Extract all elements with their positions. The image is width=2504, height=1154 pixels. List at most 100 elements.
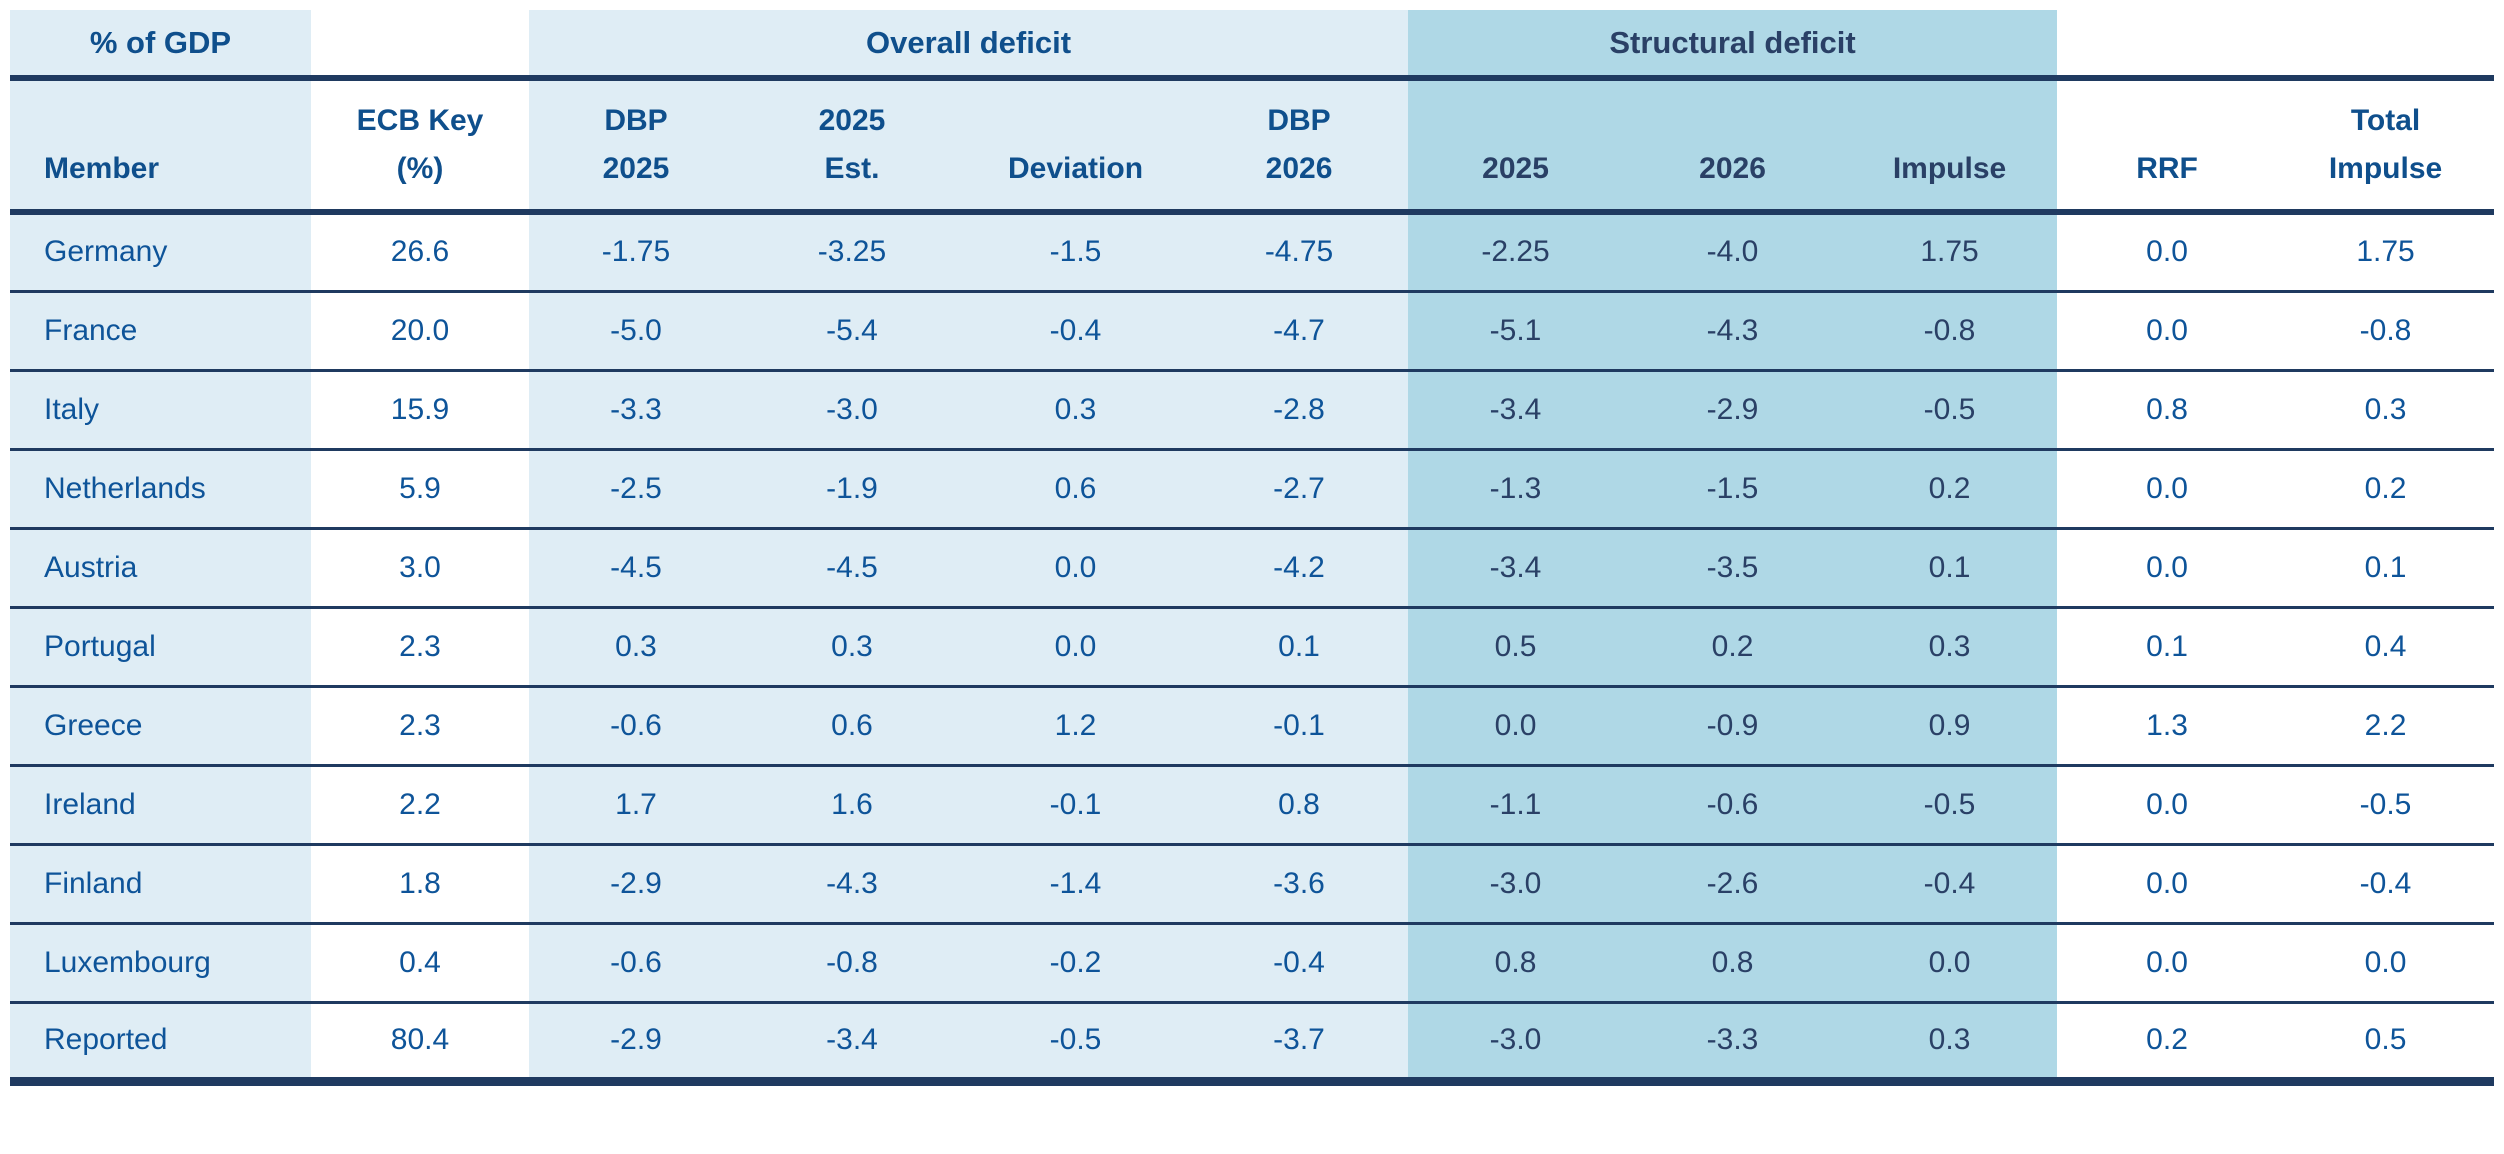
table-body: Germany 26.6 -1.75 -3.25 -1.5 -4.75 -2.25 -4.0 1… <box>10 212 2495 1086</box>
column-header-row: Member ECB Key (%) DBP 2025 2025 Est. Deviation… <box>10 78 2495 215</box>
table-row-reported: Reported 80.4 -2.9 -3.4 -0.5 -3.7 -3.0 -3.3 0.3 0… <box>10 1002 2495 1086</box>
value-cell: 0.5 <box>2277 1002 2495 1086</box>
value-cell: -2.6 <box>1623 844 1843 925</box>
value-cell: -2.25 <box>1408 212 1624 293</box>
value-cell: -1.4 <box>961 844 1190 925</box>
value-cell: 0.2 <box>2057 1002 2278 1086</box>
value-cell: -0.8 <box>2277 291 2495 372</box>
column-header-2025-est: 2025 Est. <box>743 78 961 215</box>
value-cell: 1.7 <box>529 765 743 846</box>
value-cell: -3.5 <box>1623 528 1843 609</box>
value-cell: -5.0 <box>529 291 743 372</box>
table-row-germany: Germany 26.6 -1.75 -3.25 -1.5 -4.75 -2.25 -4.0 1… <box>10 212 2495 293</box>
group-header-row: % of GDP Overall deficit Structural defi… <box>10 10 2495 81</box>
value-cell: -2.9 <box>529 1002 743 1086</box>
value-cell: 0.0 <box>961 607 1190 688</box>
value-cell: 2.2 <box>311 765 529 846</box>
value-cell: -5.4 <box>743 291 961 372</box>
value-cell: 0.8 <box>2057 370 2278 451</box>
member-cell: Luxembourg <box>10 923 311 1004</box>
value-cell: -0.1 <box>961 765 1190 846</box>
value-cell: 0.4 <box>311 923 529 1004</box>
value-cell: 0.2 <box>1842 449 2058 530</box>
value-cell: 0.0 <box>2057 449 2278 530</box>
value-cell: 26.6 <box>311 212 529 293</box>
value-cell: 1.75 <box>2277 212 2495 293</box>
value-cell: 0.0 <box>2057 212 2278 293</box>
value-cell: 0.0 <box>2277 923 2495 1004</box>
value-cell: 1.6 <box>743 765 961 846</box>
column-header-2026: 2026 <box>1623 78 1843 215</box>
value-cell: 0.0 <box>2057 844 2278 925</box>
value-cell: 0.1 <box>1190 607 1409 688</box>
value-cell: -4.5 <box>529 528 743 609</box>
value-cell: -3.0 <box>1408 844 1624 925</box>
value-cell: 0.0 <box>2057 923 2278 1004</box>
group-header-structural-deficit: Structural deficit <box>1408 10 2058 81</box>
value-cell: 15.9 <box>311 370 529 451</box>
value-cell: -2.8 <box>1190 370 1409 451</box>
value-cell: -4.3 <box>1623 291 1843 372</box>
value-cell: -0.8 <box>1842 291 2058 372</box>
fiscal-deficit-table: % of GDP Overall deficit Structural defi… <box>10 10 2495 1086</box>
value-cell: 0.0 <box>961 528 1190 609</box>
value-cell: -4.2 <box>1190 528 1409 609</box>
group-header-spacer <box>2057 10 2495 81</box>
value-cell: 0.6 <box>961 449 1190 530</box>
table-row-greece: Greece 2.3 -0.6 0.6 1.2 -0.1 0.0 -0.9 0.9 1.3 2.2 <box>10 686 2495 767</box>
member-cell: Greece <box>10 686 311 767</box>
member-cell: Italy <box>10 370 311 451</box>
value-cell: -0.4 <box>961 291 1190 372</box>
value-cell: -2.9 <box>529 844 743 925</box>
value-cell: -2.9 <box>1623 370 1843 451</box>
value-cell: 3.0 <box>311 528 529 609</box>
column-header-2025: 2025 <box>1408 78 1624 215</box>
value-cell: -3.4 <box>1408 528 1624 609</box>
value-cell: 0.9 <box>1842 686 2058 767</box>
column-header-dbp-2026: DBP 2026 <box>1190 78 1409 215</box>
member-cell: Reported <box>10 1002 311 1086</box>
value-cell: 0.1 <box>1842 528 2058 609</box>
value-cell: 0.8 <box>1623 923 1843 1004</box>
table-row-netherlands: Netherlands 5.9 -2.5 -1.9 0.6 -2.7 -1.3 -1.5 0.2… <box>10 449 2495 530</box>
value-cell: 20.0 <box>311 291 529 372</box>
value-cell: 2.3 <box>311 607 529 688</box>
value-cell: -3.6 <box>1190 844 1409 925</box>
value-cell: 0.2 <box>2277 449 2495 530</box>
value-cell: -4.5 <box>743 528 961 609</box>
value-cell: 0.0 <box>1408 686 1624 767</box>
value-cell: -2.5 <box>529 449 743 530</box>
value-cell: -3.3 <box>529 370 743 451</box>
value-cell: 0.3 <box>1842 607 2058 688</box>
value-cell: -1.1 <box>1408 765 1624 846</box>
value-cell: -2.7 <box>1190 449 1409 530</box>
value-cell: 0.8 <box>1408 923 1624 1004</box>
value-cell: -3.0 <box>743 370 961 451</box>
value-cell: -0.4 <box>1190 923 1409 1004</box>
value-cell: 80.4 <box>311 1002 529 1086</box>
value-cell: 5.9 <box>311 449 529 530</box>
member-cell: Netherlands <box>10 449 311 530</box>
column-header-deviation: Deviation <box>961 78 1190 215</box>
value-cell: -0.2 <box>961 923 1190 1004</box>
value-cell: -3.7 <box>1190 1002 1409 1086</box>
table-row-austria: Austria 3.0 -4.5 -4.5 0.0 -4.2 -3.4 -3.5 0.1 0.0 0… <box>10 528 2495 609</box>
column-header-impulse: Impulse <box>1842 78 2058 215</box>
value-cell: -0.6 <box>529 923 743 1004</box>
value-cell: -3.25 <box>743 212 961 293</box>
value-cell: -4.0 <box>1623 212 1843 293</box>
member-cell: Portugal <box>10 607 311 688</box>
column-header-rrf: RRF <box>2057 78 2278 215</box>
value-cell: 0.6 <box>743 686 961 767</box>
value-cell: -4.75 <box>1190 212 1409 293</box>
value-cell: -0.5 <box>1842 370 2058 451</box>
value-cell: -3.3 <box>1623 1002 1843 1086</box>
value-cell: -1.5 <box>961 212 1190 293</box>
value-cell: 0.0 <box>2057 765 2278 846</box>
value-cell: 0.8 <box>1190 765 1409 846</box>
value-cell: -0.9 <box>1623 686 1843 767</box>
member-cell: Austria <box>10 528 311 609</box>
value-cell: 0.0 <box>2057 291 2278 372</box>
fiscal-deficit-table-container: % of GDP Overall deficit Structural defi… <box>10 10 2495 1086</box>
value-cell: 0.5 <box>1408 607 1624 688</box>
